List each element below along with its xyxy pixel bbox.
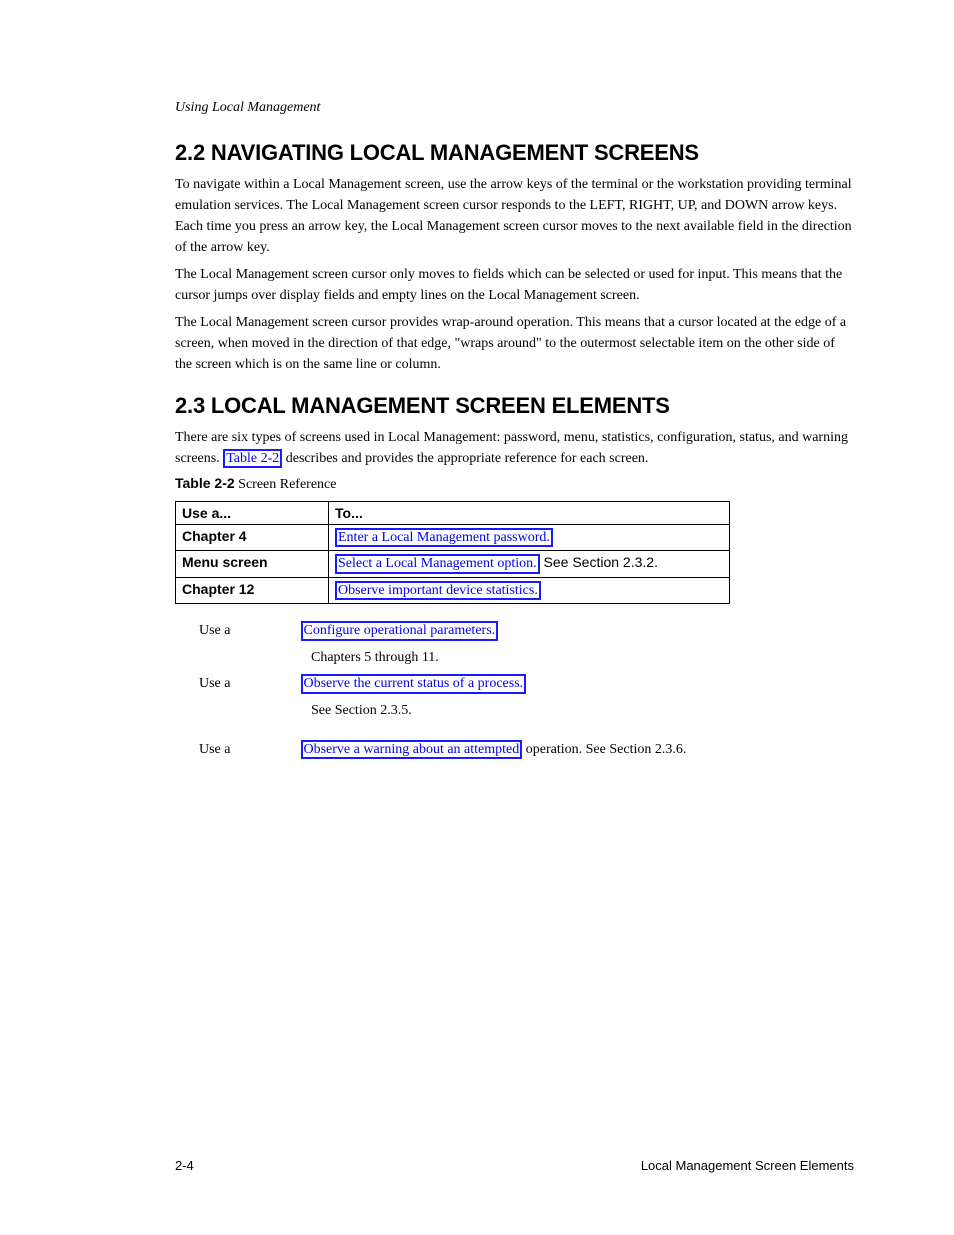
list-item-warning: Use a Observe a warning about an attempt…	[175, 737, 854, 764]
table-cell-to-1: Select a Local Management option. See Se…	[329, 551, 730, 577]
table-header-to: To...	[329, 502, 730, 525]
screen-type-list: Use a Configure operational parameters. …	[175, 618, 854, 763]
table-2-2-link-inline[interactable]: Table 2-2	[223, 449, 282, 468]
list-item-config: Use a Configure operational parameters. …	[175, 618, 854, 671]
config-sub: Chapters 5 through 11.	[311, 645, 854, 672]
config-lead: Use a	[199, 623, 234, 638]
status-sub: See Section 2.3.5.	[311, 698, 854, 725]
footer-page-number: 2-4	[175, 1158, 194, 1173]
config-link[interactable]: Configure operational parameters.	[301, 621, 499, 640]
warning-lead: Use a	[199, 742, 234, 757]
footer-section-title: Local Management Screen Elements	[641, 1158, 854, 1173]
table-cell-to-0: Enter a Local Management password.	[329, 525, 730, 551]
warning-rest: operation. See Section 2.3.6.	[522, 742, 686, 757]
table-row: Chapter 12 Observe important device stat…	[176, 577, 730, 603]
status-link[interactable]: Observe the current status of a process.	[301, 674, 527, 693]
page: Using Local Management 2.2 NAVIGATING LO…	[0, 0, 954, 1235]
table-cell-use-1: Menu screen	[176, 551, 329, 577]
table-cell-to-2: Observe important device statistics.	[329, 577, 730, 603]
table-cell-to-1-rest: See Section 2.3.2.	[540, 554, 658, 570]
table-caption-rest: Screen Reference	[235, 477, 337, 492]
table-header-use: Use a...	[176, 502, 329, 525]
list-item-status: Use a Observe the current status of a pr…	[175, 671, 854, 724]
table-row: Chapter 4 Enter a Local Management passw…	[176, 525, 730, 551]
table-link-0[interactable]: Enter a Local Management password.	[335, 528, 553, 547]
table-cell-use-0: Chapter 4	[176, 525, 329, 551]
warning-link[interactable]: Observe a warning about an attempted	[301, 740, 523, 759]
status-lead: Use a	[199, 676, 234, 691]
running-title: Using Local Management	[175, 100, 854, 116]
table-row: Menu screen Select a Local Management op…	[176, 551, 730, 577]
table-link-2[interactable]: Observe important device statistics.	[335, 581, 541, 600]
heading-screen-elements: 2.3 LOCAL MANAGEMENT SCREEN ELEMENTS	[175, 393, 854, 419]
elements-intro: There are six types of screens used in L…	[175, 427, 854, 469]
page-footer: 2-4 Local Management Screen Elements	[175, 1158, 854, 1173]
heading-navigating: 2.2 NAVIGATING LOCAL MANAGEMENT SCREENS	[175, 140, 854, 166]
table-caption: Table 2-2 Screen Reference	[175, 475, 854, 493]
reference-table: Use a... To... Chapter 4 Enter a Local M…	[175, 501, 730, 604]
elements-intro-tail-1: describes and provides the appropriate r…	[282, 451, 648, 466]
table-cell-use-2: Chapter 12	[176, 577, 329, 603]
intro-paragraph: To navigate within a Local Management sc…	[175, 174, 854, 258]
tab-paragraph: The Local Management screen cursor provi…	[175, 312, 854, 375]
table-link-1[interactable]: Select a Local Management option.	[335, 554, 540, 573]
table-caption-label: Table 2-2	[175, 475, 235, 491]
cursor-paragraph: The Local Management screen cursor only …	[175, 264, 854, 306]
table-header-row: Use a... To...	[176, 502, 730, 525]
